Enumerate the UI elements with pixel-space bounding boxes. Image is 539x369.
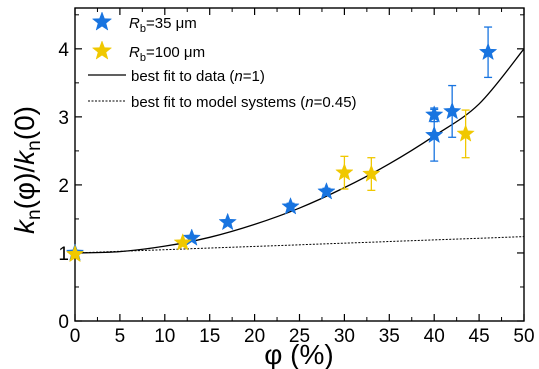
legend-label: Rb=100 μm — [129, 44, 205, 64]
x-tick-label: 40 — [424, 326, 445, 347]
star-marker — [442, 101, 462, 120]
x-axis-ticks: 0 5 10 15 20 25 30 35 40 45 50 — [70, 8, 535, 347]
x-tick-label: 5 — [115, 326, 126, 347]
star-marker — [281, 196, 300, 215]
x-tick-label: 50 — [513, 326, 534, 347]
x-axis-title: φ (%) — [264, 339, 333, 369]
legend-label: Rb=35 μm — [129, 15, 197, 35]
legend-star-icon — [91, 11, 113, 31]
star-marker — [218, 212, 237, 231]
x-tick-label: 0 — [70, 326, 81, 347]
y-tick-label: 4 — [58, 40, 69, 61]
legend-label: best fit to model systems (n=0.45) — [131, 94, 357, 111]
star-marker — [317, 182, 336, 200]
y-tick-label: 2 — [58, 176, 69, 197]
star-marker — [335, 162, 354, 181]
x-tick-label: 45 — [469, 326, 490, 347]
x-tick-label: 10 — [154, 326, 175, 347]
y-tick-label: 1 — [58, 244, 69, 265]
y-tick-label: 3 — [58, 108, 69, 129]
star-marker — [456, 124, 475, 142]
star-marker — [65, 244, 85, 263]
y-tick-label: 0 — [58, 312, 69, 333]
x-tick-label: 15 — [199, 326, 220, 347]
x-tick-label: 30 — [334, 326, 355, 347]
legend: Rb=35 μm Rb=100 μm best fit to data (n=1) b… — [88, 11, 357, 111]
star-marker — [182, 228, 201, 246]
data-markers — [65, 42, 498, 263]
x-tick-label: 20 — [244, 326, 265, 347]
model-fit-line — [74, 236, 525, 254]
x-tick-label: 25 — [289, 326, 310, 347]
legend-star-icon — [91, 40, 113, 60]
star-marker — [478, 42, 498, 61]
legend-label: best fit to data (n=1) — [131, 68, 265, 85]
y-axis-title: kn(φ)/kn(0) — [9, 106, 45, 234]
x-tick-label: 35 — [379, 326, 400, 347]
y-axis-ticks: 0 1 2 3 4 — [58, 14, 524, 333]
star-marker — [424, 105, 444, 123]
star-marker — [362, 164, 381, 182]
star-marker — [173, 233, 192, 251]
star-marker — [424, 125, 444, 144]
